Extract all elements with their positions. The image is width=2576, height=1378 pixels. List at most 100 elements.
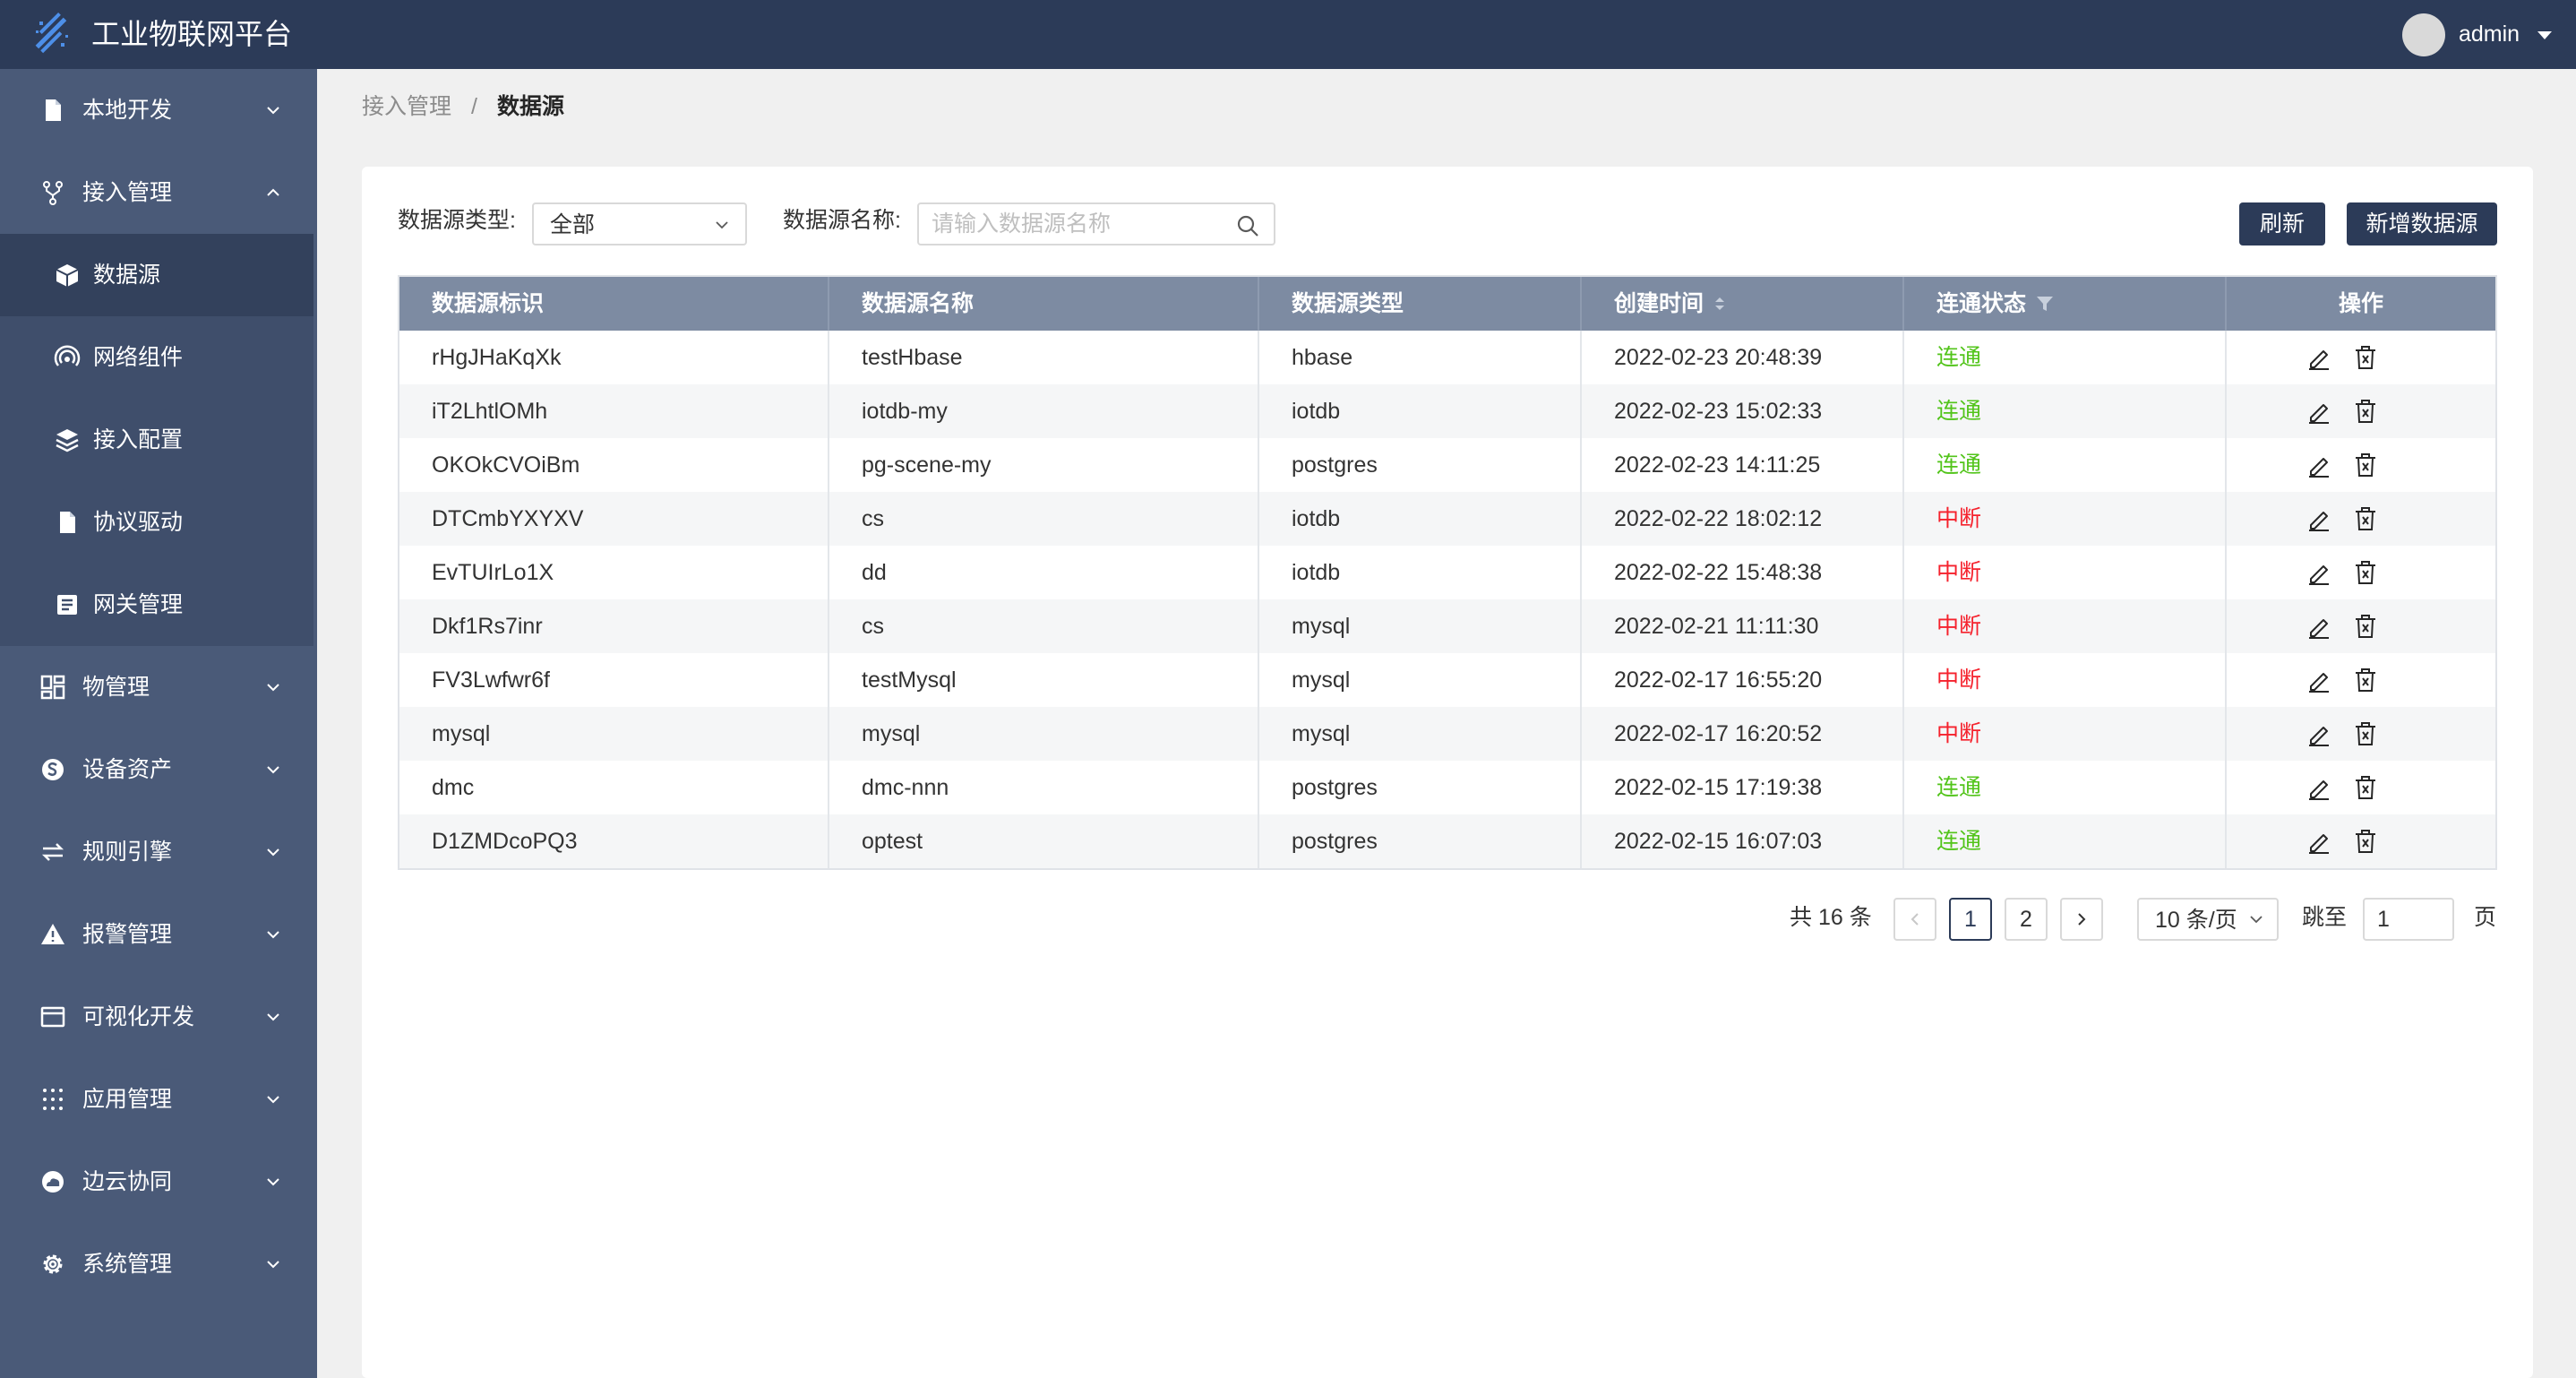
delete-icon[interactable]: [2352, 559, 2379, 586]
cell-name: dmc-nnn: [829, 761, 1259, 814]
delete-icon[interactable]: [2352, 774, 2379, 801]
delete-icon[interactable]: [2352, 667, 2379, 693]
cell-status-text: 连通: [1936, 399, 1982, 424]
cell-name: cs: [829, 492, 1259, 546]
cell-type: postgres: [1259, 438, 1582, 492]
chevron-down-icon: [267, 1178, 279, 1186]
user-name[interactable]: admin: [2459, 22, 2520, 47]
type-select-value: 全部: [550, 212, 596, 237]
sidebar-item-label: 接入管理: [82, 180, 173, 205]
delete-icon[interactable]: [2352, 828, 2379, 855]
delete-icon[interactable]: [2352, 720, 2379, 747]
submenu-access: 数据源 网络组件 接入配置 协议驱动 网关管理: [0, 234, 313, 646]
cell-name-text: mysql: [862, 721, 921, 746]
sidebar-item-things[interactable]: 物管理: [0, 646, 317, 728]
sidebar-item-edge-cloud[interactable]: 边云协同: [0, 1141, 317, 1223]
avatar[interactable]: [2402, 13, 2445, 56]
sidebar-item-alarm[interactable]: 报警管理: [0, 893, 317, 976]
jump-page-input[interactable]: [2377, 907, 2440, 933]
edit-icon[interactable]: [2306, 613, 2332, 640]
sidebar-item-rules[interactable]: 规则引擎: [0, 811, 317, 893]
sidebar-item-assets[interactable]: 设备资产: [0, 728, 317, 811]
sidebar-item-apps[interactable]: 应用管理: [0, 1058, 317, 1141]
caret-down-icon[interactable]: [2535, 25, 2555, 45]
edit-icon[interactable]: [2306, 452, 2332, 478]
page-size-value: 10 条/页: [2155, 908, 2237, 933]
delete-icon[interactable]: [2352, 613, 2379, 640]
col-header-status[interactable]: 连通状态: [1904, 277, 2227, 331]
page-size-select[interactable]: 10 条/页: [2137, 898, 2279, 941]
edit-icon[interactable]: [2306, 344, 2332, 371]
page-2-button[interactable]: 2: [2005, 898, 2048, 941]
col-header-created[interactable]: 创建时间: [1582, 277, 1904, 331]
sidebar-item-visual-dev[interactable]: 可视化开发: [0, 976, 317, 1058]
cell-id-text: dmc: [432, 775, 475, 800]
cell-type: iotdb: [1259, 546, 1582, 599]
sidebar-item-network[interactable]: 网络组件: [0, 316, 313, 399]
cell-type: mysql: [1259, 707, 1582, 761]
cell-created-text: 2022-02-17 16:20:52: [1614, 721, 1823, 746]
edit-icon[interactable]: [2306, 667, 2332, 693]
sidebar-item-protocol[interactable]: 协议驱动: [0, 481, 313, 564]
sort-icon[interactable]: [1713, 295, 1727, 313]
cell-status-text: 中断: [1936, 721, 1982, 746]
cell-type-text: iotdb: [1292, 506, 1341, 531]
col-header-name: 数据源名称: [829, 277, 1259, 331]
refresh-button[interactable]: 刷新: [2239, 202, 2325, 245]
cell-status-text: 连通: [1936, 829, 1982, 854]
col-header-type: 数据源类型: [1259, 277, 1582, 331]
cell-type: mysql: [1259, 653, 1582, 707]
search-icon[interactable]: [1236, 214, 1259, 237]
sidebar-item-access-config[interactable]: 接入配置: [0, 399, 313, 481]
dollar-circle-icon: [42, 759, 64, 780]
add-datasource-button[interactable]: 新增数据源: [2347, 202, 2497, 245]
table-header: 数据源标识 数据源名称 数据源类型 创建时间 连通状态 操作: [399, 277, 2495, 331]
cell-created-text: 2022-02-21 11:11:30: [1614, 614, 1819, 639]
delete-icon[interactable]: [2352, 398, 2379, 425]
edit-icon[interactable]: [2306, 559, 2332, 586]
delete-icon[interactable]: [2352, 505, 2379, 532]
pagination-total: 共 16 条: [1790, 905, 1872, 930]
cell-created: 2022-02-23 15:02:33: [1582, 384, 1904, 438]
cell-created-text: 2022-02-23 15:02:33: [1614, 399, 1823, 424]
type-select[interactable]: 全部: [532, 202, 747, 245]
cell-status: 中断: [1904, 707, 2227, 761]
cell-name-text: cs: [862, 614, 884, 639]
cell-name: mysql: [829, 707, 1259, 761]
next-page-button[interactable]: [2060, 898, 2103, 941]
page-1-button[interactable]: 1: [1949, 898, 1992, 941]
edit-icon[interactable]: [2306, 505, 2332, 532]
cell-status: 中断: [1904, 653, 2227, 707]
breadcrumb-parent[interactable]: 接入管理: [362, 94, 452, 119]
sidebar-item-system[interactable]: 系统管理: [0, 1223, 317, 1305]
breadcrumb: 接入管理 / 数据源: [362, 91, 564, 122]
cell-id-text: D1ZMDcoPQ3: [432, 829, 578, 854]
cloud-icon: [42, 1171, 64, 1193]
cell-status-text: 连通: [1936, 345, 1982, 370]
sidebar-item-gateway[interactable]: 网关管理: [0, 564, 313, 646]
sidebar: 本地开发 接入管理 数据源 网络组件 接入配置 协议驱动 网关管理 物管理: [0, 69, 317, 1378]
col-header-id: 数据源标识: [399, 277, 829, 331]
prev-page-button[interactable]: [1893, 898, 1936, 941]
edit-icon[interactable]: [2306, 774, 2332, 801]
chevron-down-icon: [267, 684, 279, 692]
sidebar-item-local-dev[interactable]: 本地开发: [0, 69, 317, 151]
cell-type: iotdb: [1259, 384, 1582, 438]
edit-icon[interactable]: [2306, 720, 2332, 747]
name-filter-label: 数据源名称:: [783, 208, 901, 233]
delete-icon[interactable]: [2352, 344, 2379, 371]
edit-icon[interactable]: [2306, 398, 2332, 425]
sidebar-item-label: 系统管理: [82, 1252, 173, 1277]
delete-icon[interactable]: [2352, 452, 2379, 478]
page-suffix: 页: [2474, 905, 2497, 930]
filter-icon[interactable]: [2035, 295, 2055, 313]
sidebar-item-datasource[interactable]: 数据源: [0, 234, 313, 316]
name-search-input[interactable]: [932, 210, 1218, 238]
edit-icon[interactable]: [2306, 828, 2332, 855]
fork-icon: [43, 181, 63, 205]
cell-name: testHbase: [829, 331, 1259, 384]
cell-name: optest: [829, 814, 1259, 868]
sidebar-item-label: 应用管理: [82, 1087, 173, 1112]
name-search-box: [917, 202, 1275, 245]
sidebar-item-access[interactable]: 接入管理: [0, 151, 317, 234]
